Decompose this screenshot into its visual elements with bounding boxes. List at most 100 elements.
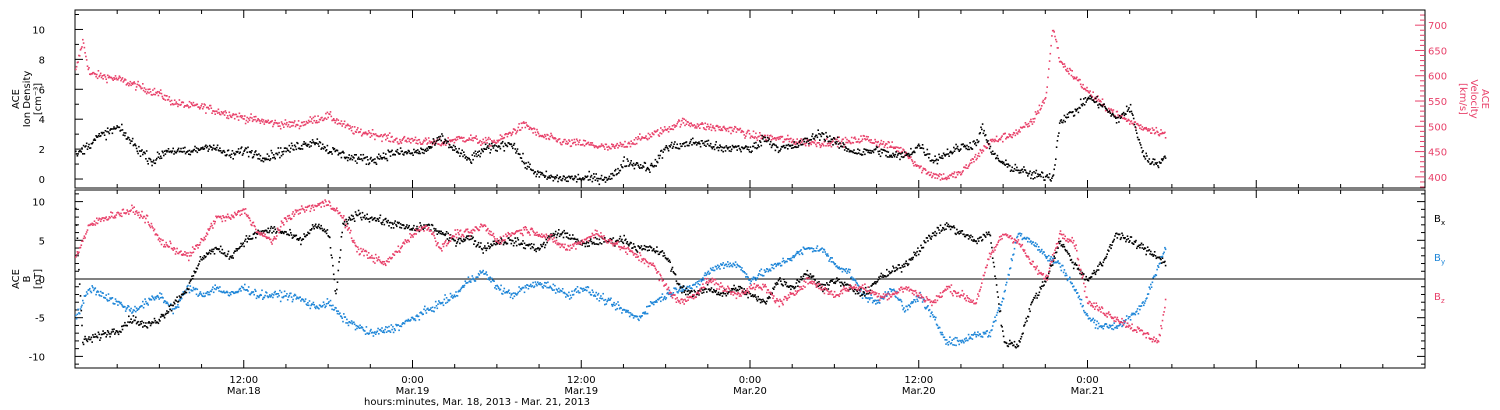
by-point [533, 286, 535, 289]
velocity-point [1045, 91, 1048, 94]
bx-point [190, 279, 192, 281]
velocity-point [695, 125, 697, 127]
density-point [1049, 179, 1052, 181]
velocity-point [130, 84, 132, 87]
bx-point [444, 234, 446, 237]
density-point [968, 148, 971, 151]
density-point [979, 132, 981, 134]
density-point [1021, 168, 1024, 171]
velocity-point [152, 89, 154, 91]
density-point [411, 152, 414, 154]
velocity-point [346, 124, 348, 127]
by-point [1144, 300, 1147, 302]
by-point [471, 275, 474, 277]
by-point [979, 333, 981, 335]
density-point [771, 144, 773, 147]
by-point [1095, 323, 1098, 326]
bx-point [493, 243, 495, 245]
velocity-point [564, 138, 566, 141]
by-point [886, 295, 888, 297]
density-point [290, 147, 292, 150]
by-point [121, 303, 123, 306]
velocity-point [891, 141, 893, 143]
density-point [1155, 163, 1158, 165]
velocity-point [769, 134, 772, 137]
density-point [324, 146, 326, 149]
density-point [672, 145, 675, 148]
by-point [694, 283, 696, 286]
by-point [305, 303, 308, 305]
density-point [553, 176, 555, 179]
density-point [210, 146, 213, 149]
by-point [797, 252, 799, 254]
density-point [374, 158, 376, 160]
density-point [77, 153, 79, 155]
density-point [255, 150, 257, 152]
velocity-point [326, 111, 329, 114]
velocity-point [85, 55, 87, 58]
bx-point [290, 234, 293, 236]
velocity-point [525, 121, 527, 124]
density-point [1127, 108, 1130, 111]
density-point [805, 141, 808, 143]
velocity-point [720, 129, 722, 132]
velocity-point [293, 120, 296, 122]
density-point [272, 157, 274, 159]
density-point [675, 147, 678, 149]
velocity-point [98, 75, 100, 78]
density-point [1153, 163, 1155, 166]
velocity-point [254, 118, 256, 121]
by-point [270, 295, 273, 297]
velocity-point [580, 144, 583, 146]
density-point [1011, 166, 1013, 169]
bx-point [387, 219, 389, 222]
density-point [391, 149, 393, 152]
density-point [788, 145, 791, 147]
density-point [720, 146, 722, 148]
velocity-point [727, 127, 729, 130]
by-point [426, 308, 428, 310]
velocity-point [121, 77, 124, 79]
by-point [279, 300, 282, 303]
velocity-point [307, 119, 310, 122]
by-point [506, 291, 509, 294]
by-point [703, 274, 706, 277]
by-point [854, 278, 856, 281]
bx-point [228, 258, 231, 260]
b-y-label-line: [nT] [33, 269, 44, 289]
density-point [490, 148, 492, 151]
by-point [1048, 254, 1050, 257]
by-point [1008, 274, 1010, 276]
by-point [815, 247, 818, 249]
bx-point [192, 275, 195, 277]
density-point [988, 143, 990, 145]
density-point [540, 173, 542, 176]
velocity-point [723, 127, 726, 129]
by-point [993, 320, 996, 323]
velocity-point [879, 142, 882, 145]
by-point [202, 295, 204, 298]
density-point [671, 147, 674, 149]
velocity-point [1055, 40, 1058, 43]
by-point [452, 296, 455, 298]
velocity-point [1063, 63, 1066, 65]
bx-point [188, 288, 190, 290]
velocity-point [278, 122, 280, 124]
bx-point [220, 252, 223, 254]
velocity-point [480, 144, 482, 146]
density-point [1135, 129, 1137, 132]
bx-point [391, 222, 393, 224]
by-point [702, 279, 705, 281]
velocity-point [861, 140, 863, 142]
by-point [544, 285, 547, 288]
by-point [493, 280, 495, 282]
density-point [571, 175, 573, 178]
by-point [277, 293, 280, 295]
velocity-point [685, 123, 688, 125]
density-point [187, 150, 189, 152]
bx-point [390, 227, 393, 229]
density-point [783, 144, 785, 147]
by-point [593, 294, 596, 296]
density-point [770, 146, 773, 149]
density-point [417, 152, 420, 155]
